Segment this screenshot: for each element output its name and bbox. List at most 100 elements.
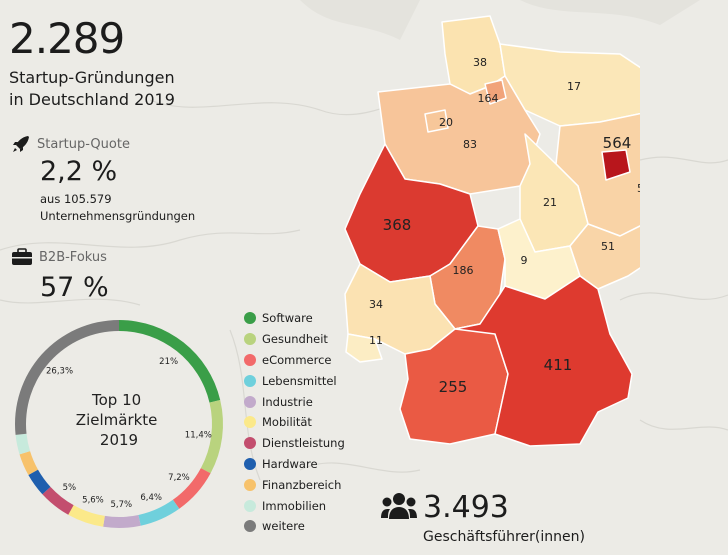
legend-swatch bbox=[244, 312, 256, 325]
state-value-label: 9 bbox=[521, 254, 528, 267]
legend-swatch bbox=[244, 478, 256, 491]
legend-label: Dienstleistung bbox=[262, 436, 345, 451]
state-value-label: 368 bbox=[383, 216, 412, 234]
legend-label: Hardware bbox=[262, 456, 318, 471]
state-bayern[interactable] bbox=[454, 275, 633, 447]
headline-line-2: in Deutschland 2019 bbox=[9, 90, 175, 109]
legend-swatch bbox=[244, 374, 256, 387]
legend-item: Mobilität bbox=[244, 412, 345, 433]
b2b-value: 57 % bbox=[40, 272, 109, 303]
state-value-label: 34 bbox=[369, 298, 383, 311]
legend-swatch bbox=[244, 333, 256, 346]
b2b-label: B2B-Fokus bbox=[39, 249, 107, 265]
state-value-label: 411 bbox=[544, 356, 573, 374]
legend-label: weitere bbox=[262, 519, 305, 534]
legend-label: Immobilien bbox=[262, 498, 327, 513]
legend-label: Mobilität bbox=[262, 415, 312, 430]
donut-slice bbox=[119, 320, 221, 403]
state-value-label: 51 bbox=[601, 240, 615, 253]
donut-slices bbox=[14, 320, 223, 528]
donut-slice bbox=[172, 468, 211, 509]
donut-slice-label: 21% bbox=[159, 357, 178, 367]
legend-item: Gesundheit bbox=[244, 329, 345, 350]
people-group-icon bbox=[381, 493, 417, 519]
startup-quote-label: Startup-Quote bbox=[37, 136, 130, 152]
state-value-label: 11 bbox=[369, 334, 383, 347]
legend-swatch bbox=[244, 416, 256, 429]
legend-item: Hardware bbox=[244, 454, 345, 475]
headline-subtitle: Startup-Gründungen in Deutschland 2019 bbox=[9, 67, 175, 111]
donut-slice bbox=[138, 499, 180, 526]
legend-label: Industrie bbox=[262, 394, 313, 409]
state-value-label: 21 bbox=[543, 196, 557, 209]
startup-quote-note: aus 105.579 Unternehmensgründungen bbox=[40, 191, 195, 225]
germany-map: 38 164 17 20 83 564 57 21 368 186 9 51 34 11 255 411 bbox=[344, 15, 640, 447]
managers-label: Geschäftsführer(innen) bbox=[423, 529, 585, 545]
donut-title-line-1: Top 10 bbox=[91, 391, 141, 409]
donut-slice bbox=[200, 400, 223, 474]
donut-slice bbox=[15, 433, 31, 455]
headline-value: 2.289 bbox=[9, 14, 125, 63]
briefcase-icon bbox=[12, 248, 32, 265]
legend-item: eCommerce bbox=[244, 350, 345, 371]
legend-swatch bbox=[244, 499, 256, 512]
donut-slice-label: 26,3% bbox=[46, 366, 73, 376]
state-saarland[interactable] bbox=[345, 333, 383, 363]
state-berlin[interactable] bbox=[601, 149, 631, 181]
startup-quote-label-row: Startup-Quote bbox=[11, 134, 130, 154]
legend-item: Dienstleistung bbox=[244, 433, 345, 454]
managers-value: 3.493 bbox=[423, 490, 509, 525]
headline-line-1: Startup-Gründungen bbox=[9, 68, 175, 87]
legend-label: Software bbox=[262, 311, 313, 326]
donut-slice bbox=[19, 451, 38, 476]
donut-slice-label: 5,7% bbox=[110, 500, 132, 510]
legend-item: Immobilien bbox=[244, 495, 345, 516]
donut-chart: 21% 11,4% 7,2% 6,4% 5,7% 5,6% 5% 26,3% Top 10 Z… bbox=[14, 320, 223, 528]
state-value-label: 17 bbox=[567, 80, 581, 93]
state-value-label: 57 bbox=[637, 182, 640, 195]
donut-slice-label: 6,4% bbox=[140, 493, 162, 503]
donut-slice bbox=[42, 486, 74, 515]
state-value-label: 83 bbox=[463, 138, 477, 151]
legend-item: weitere bbox=[244, 516, 345, 537]
donut-slice bbox=[28, 469, 51, 495]
b2b-label-row: B2B-Fokus bbox=[11, 248, 107, 266]
startup-quote-note-2: Unternehmensgründungen bbox=[40, 209, 196, 223]
state-value-label: 186 bbox=[453, 264, 474, 277]
state-value-label: 255 bbox=[439, 378, 468, 396]
donut-title-line-2: Zielmärkte bbox=[76, 411, 158, 429]
legend-swatch bbox=[244, 457, 256, 470]
legend-swatch bbox=[244, 520, 256, 533]
donut-slice bbox=[68, 505, 105, 527]
legend-swatch bbox=[244, 437, 256, 450]
state-bremen[interactable] bbox=[424, 109, 449, 133]
rocket-icon bbox=[13, 136, 29, 152]
donut-title: Top 10 Zielmärkte 2019 bbox=[76, 391, 162, 449]
legend-item: Finanzbereich bbox=[244, 474, 345, 495]
state-value-label: 38 bbox=[473, 56, 487, 69]
map-labels: 38 164 17 20 83 564 57 21 368 186 9 51 34 11 255 411 bbox=[369, 56, 640, 396]
legend-item: Industrie bbox=[244, 391, 345, 412]
legend-swatch bbox=[244, 395, 256, 408]
legend-swatch bbox=[244, 353, 256, 366]
state-value-label: 20 bbox=[439, 116, 453, 129]
state-value-label: 164 bbox=[478, 92, 499, 105]
donut-slice-label: 5,6% bbox=[82, 496, 104, 506]
legend-item: Lebensmittel bbox=[244, 370, 345, 391]
startup-quote-value: 2,2 % bbox=[40, 156, 118, 187]
donut-labels: 21% 11,4% 7,2% 6,4% 5,7% 5,6% 5% 26,3% bbox=[46, 357, 212, 510]
donut-title-line-3: 2019 bbox=[100, 431, 138, 449]
state-value-label: 564 bbox=[603, 134, 632, 152]
legend-label: Finanzbereich bbox=[262, 477, 342, 492]
donut-slice-label: 7,2% bbox=[168, 473, 190, 483]
state-hamburg[interactable] bbox=[484, 79, 507, 105]
legend-label: Gesundheit bbox=[262, 332, 328, 347]
donut-slice-label: 5% bbox=[63, 483, 77, 493]
donut-slice bbox=[103, 514, 141, 528]
legend-label: eCommerce bbox=[262, 352, 332, 367]
legend-label: Lebensmittel bbox=[262, 373, 337, 388]
donut-slice bbox=[14, 320, 119, 435]
chart-legend: Software Gesundheit eCommerce Lebensmittel I… bbox=[244, 308, 345, 537]
legend-item: Software bbox=[244, 308, 345, 329]
